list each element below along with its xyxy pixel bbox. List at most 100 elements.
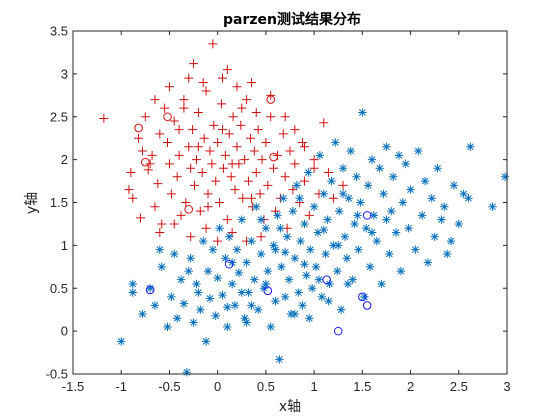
data-point-asterisk bbox=[440, 202, 449, 211]
data-point-plus bbox=[169, 219, 179, 229]
data-point-plus bbox=[190, 180, 200, 190]
data-point-asterisk bbox=[363, 181, 373, 190]
data-point-asterisk bbox=[365, 262, 375, 272]
data-point-asterisk bbox=[360, 292, 369, 302]
data-point-plus bbox=[261, 137, 271, 147]
data-point-asterisk bbox=[284, 275, 294, 284]
data-point-circle bbox=[134, 123, 143, 133]
data-point-plus bbox=[256, 232, 266, 242]
data-point-asterisk bbox=[261, 279, 271, 289]
data-point-asterisk bbox=[218, 290, 227, 300]
data-point-asterisk bbox=[358, 108, 367, 117]
data-point-asterisk bbox=[269, 241, 278, 250]
data-point-plus bbox=[186, 163, 196, 173]
data-point-asterisk bbox=[184, 266, 193, 276]
data-point-plus bbox=[179, 95, 189, 105]
data-point-plus bbox=[164, 82, 174, 92]
data-point-asterisk bbox=[282, 232, 292, 241]
data-point-plus bbox=[236, 120, 246, 130]
data-point-asterisk bbox=[317, 292, 327, 302]
data-point-plus bbox=[240, 155, 250, 165]
data-point-asterisk bbox=[307, 284, 317, 293]
data-point-plus bbox=[203, 189, 213, 199]
data-point-plus bbox=[208, 39, 218, 49]
data-point-plus bbox=[188, 125, 198, 135]
data-point-plus bbox=[184, 73, 194, 83]
data-point-circle bbox=[263, 286, 273, 296]
plot-area bbox=[73, 31, 507, 374]
data-point-plus bbox=[124, 185, 134, 195]
data-point-asterisk bbox=[367, 228, 377, 237]
data-point-plus bbox=[227, 228, 237, 238]
data-point-asterisk bbox=[263, 266, 273, 276]
data-point-plus bbox=[191, 155, 201, 165]
data-point-plus bbox=[193, 107, 203, 117]
data-point-plus bbox=[280, 112, 290, 122]
data-point-asterisk bbox=[256, 215, 266, 224]
data-point-asterisk bbox=[292, 181, 301, 190]
data-point-plus bbox=[290, 125, 300, 135]
data-point-asterisk bbox=[336, 305, 346, 314]
data-point-asterisk bbox=[298, 301, 307, 310]
data-point-circle bbox=[184, 205, 194, 214]
data-point-plus bbox=[220, 150, 230, 160]
data-point-asterisk bbox=[225, 232, 234, 241]
data-point-plus bbox=[176, 210, 186, 220]
data-point-asterisk bbox=[244, 288, 253, 297]
x-tick-label: 3 bbox=[503, 379, 510, 394]
data-point-circle bbox=[266, 95, 276, 104]
data-point-plus bbox=[218, 163, 228, 173]
data-point-asterisk bbox=[296, 236, 305, 246]
data-point-plus bbox=[140, 112, 150, 122]
y-tick-label: 3.5 bbox=[50, 24, 68, 39]
data-point-plus bbox=[237, 103, 247, 113]
chart-title: parzen测试结果分布 bbox=[223, 11, 361, 28]
data-point-plus bbox=[217, 99, 227, 109]
data-point-plus bbox=[251, 167, 261, 177]
data-point-plus bbox=[238, 193, 248, 203]
data-point-asterisk bbox=[354, 245, 363, 254]
data-point-asterisk bbox=[155, 245, 164, 254]
data-point-asterisk bbox=[361, 224, 371, 233]
ticks-layer: -1.5 -1 -0.5 0 0.5 1 1.5 2 2.5 3 -0.5 0 0.5 1 1.5 2 2.5 3… bbox=[46, 24, 511, 395]
data-point-plus bbox=[228, 112, 238, 122]
data-point-asterisk bbox=[223, 322, 232, 332]
data-point-asterisk bbox=[211, 311, 220, 320]
data-point-plus bbox=[290, 159, 300, 169]
data-point-plus bbox=[215, 198, 225, 207]
data-point-plus bbox=[136, 213, 146, 223]
data-point-asterisk bbox=[391, 228, 401, 237]
data-point-circle bbox=[224, 259, 234, 269]
data-point-asterisk bbox=[294, 288, 303, 297]
data-point-circle bbox=[163, 112, 172, 122]
data-point-asterisk bbox=[343, 279, 353, 289]
data-point-plus bbox=[157, 219, 167, 229]
data-point-asterisk bbox=[404, 224, 413, 233]
data-point-asterisk bbox=[237, 288, 246, 297]
data-point-asterisk bbox=[394, 151, 404, 160]
x-tick-label: -0.5 bbox=[158, 379, 180, 394]
data-point-plus bbox=[153, 179, 163, 189]
data-point-plus bbox=[269, 163, 279, 173]
data-point-asterisk bbox=[377, 279, 386, 289]
data-point-plus bbox=[298, 137, 308, 147]
data-point-asterisk bbox=[192, 279, 201, 289]
data-point-plus bbox=[245, 133, 255, 143]
data-point-plus bbox=[155, 129, 165, 139]
data-point-plus bbox=[227, 159, 237, 169]
x-tick-label: 0.5 bbox=[257, 379, 275, 394]
y-tick-label: 2 bbox=[61, 152, 68, 167]
data-point-plus bbox=[160, 103, 170, 113]
data-point-asterisk bbox=[443, 249, 452, 259]
data-point-asterisk bbox=[338, 164, 348, 173]
data-point-asterisk bbox=[237, 215, 246, 224]
data-point-asterisk bbox=[232, 245, 242, 254]
data-point-plus bbox=[195, 206, 205, 216]
data-point-asterisk bbox=[430, 232, 439, 241]
data-point-asterisk bbox=[208, 245, 218, 254]
data-point-asterisk bbox=[275, 355, 284, 364]
data-point-plus bbox=[232, 82, 242, 92]
data-point-asterisk bbox=[369, 211, 379, 220]
data-point-plus bbox=[232, 142, 242, 152]
data-point-asterisk bbox=[256, 249, 266, 259]
